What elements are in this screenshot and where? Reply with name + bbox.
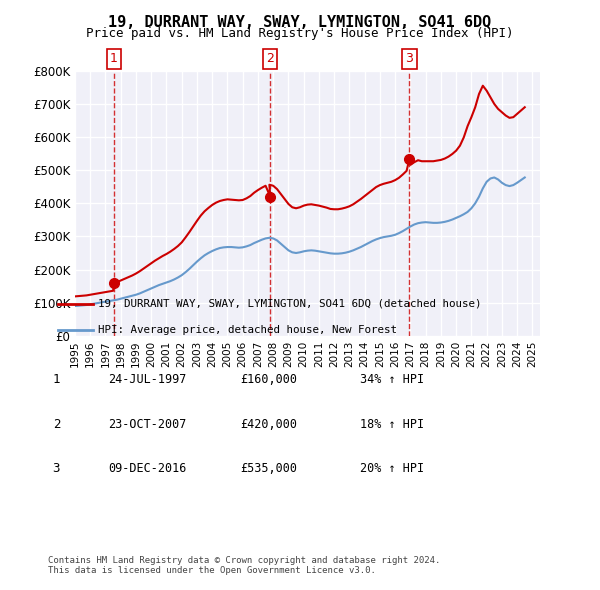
Text: 2: 2 [53, 418, 60, 431]
Text: 20% ↑ HPI: 20% ↑ HPI [360, 462, 424, 475]
Text: 19, DURRANT WAY, SWAY, LYMINGTON, SO41 6DQ (detached house): 19, DURRANT WAY, SWAY, LYMINGTON, SO41 6… [98, 299, 482, 309]
Text: 3: 3 [406, 53, 413, 65]
Text: 1: 1 [53, 373, 60, 386]
Text: 24-JUL-1997: 24-JUL-1997 [108, 373, 187, 386]
Text: 19, DURRANT WAY, SWAY, LYMINGTON, SO41 6DQ: 19, DURRANT WAY, SWAY, LYMINGTON, SO41 6… [109, 15, 491, 30]
Text: Price paid vs. HM Land Registry's House Price Index (HPI): Price paid vs. HM Land Registry's House … [86, 27, 514, 40]
Text: £160,000: £160,000 [240, 373, 297, 386]
Text: 1: 1 [110, 53, 118, 65]
Text: 23-OCT-2007: 23-OCT-2007 [108, 418, 187, 431]
Text: 18% ↑ HPI: 18% ↑ HPI [360, 418, 424, 431]
Text: Contains HM Land Registry data © Crown copyright and database right 2024.
This d: Contains HM Land Registry data © Crown c… [48, 556, 440, 575]
Text: 09-DEC-2016: 09-DEC-2016 [108, 462, 187, 475]
Text: £535,000: £535,000 [240, 462, 297, 475]
Text: HPI: Average price, detached house, New Forest: HPI: Average price, detached house, New … [98, 326, 397, 335]
Text: 3: 3 [53, 462, 60, 475]
Text: £420,000: £420,000 [240, 418, 297, 431]
Text: 2: 2 [266, 53, 274, 65]
Text: 34% ↑ HPI: 34% ↑ HPI [360, 373, 424, 386]
